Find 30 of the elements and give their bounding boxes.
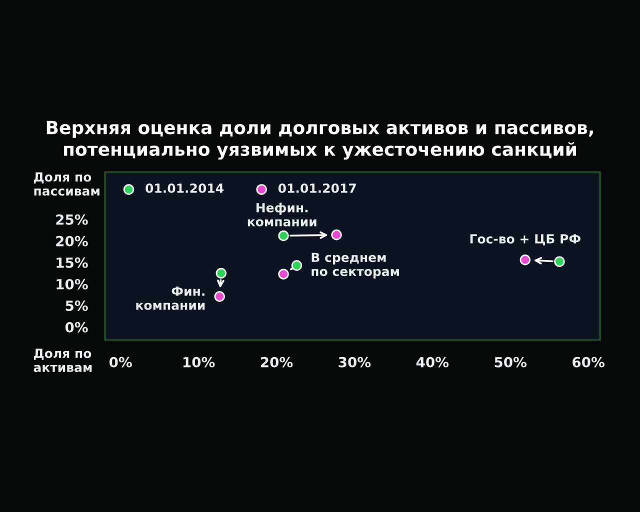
legend-label: 01.01.2017	[278, 183, 356, 193]
y-tick-label: 10%	[56, 278, 88, 290]
annotation: Гос-во + ЦБ РФ	[470, 234, 580, 246]
point	[520, 254, 531, 266]
point	[291, 260, 302, 271]
y-axis-title: Доля по пассивам	[34, 172, 100, 196]
chart-title: Верхняя оценка доли долговых активов и пассивов, потенциально уязвимых к ужесточению санкций	[46, 120, 593, 160]
x-tick-label: 30%	[338, 356, 371, 368]
annotation: В среднем по секторам	[312, 252, 399, 279]
point	[214, 291, 225, 302]
legend-label: 01.01.2014	[146, 183, 224, 193]
point	[278, 230, 289, 242]
x-tick-label: 20%	[260, 356, 293, 368]
x-axis-title: Доля по активам	[34, 348, 92, 372]
x-tick-label: 0%	[109, 356, 132, 368]
annotation: Нефин. компании	[248, 202, 316, 226]
y-tick-label: 0%	[65, 322, 88, 333]
x-tick-label: 40%	[416, 356, 449, 368]
x-tick-label: 50%	[494, 356, 527, 368]
y-tick-label: 5%	[66, 300, 88, 312]
point	[331, 230, 342, 240]
y-tick-label: 15%	[56, 257, 88, 268]
y-tick-label: 20%	[56, 236, 88, 246]
x-tick-label: 60%	[572, 356, 604, 368]
point	[278, 268, 289, 280]
y-tick-label: 25%	[56, 214, 88, 225]
point	[554, 256, 565, 267]
x-tick-label: 10%	[183, 356, 215, 368]
point	[216, 268, 227, 279]
annotation: Фин. компании	[136, 286, 205, 310]
